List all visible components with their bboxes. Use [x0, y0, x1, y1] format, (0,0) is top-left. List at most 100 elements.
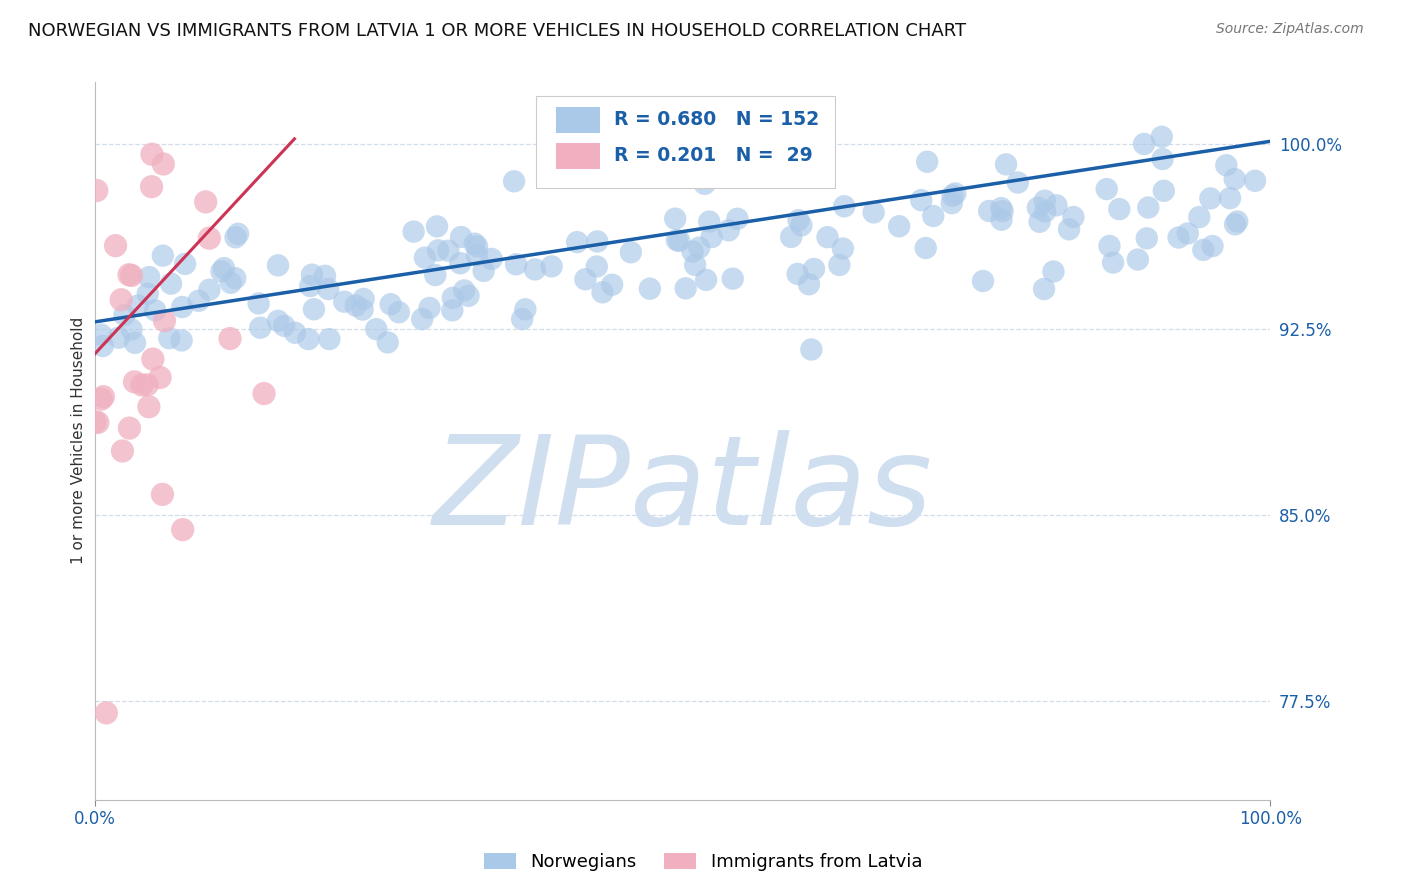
Point: [333, 294, 356, 309]
Point: [267, 314, 290, 328]
Point: [318, 332, 340, 346]
Point: [172, 300, 194, 314]
Point: [153, 313, 176, 327]
Point: [418, 301, 440, 315]
Point: [138, 270, 160, 285]
Point: [160, 277, 183, 291]
FancyBboxPatch shape: [555, 143, 600, 169]
Point: [174, 257, 197, 271]
Point: [426, 219, 449, 234]
Point: [914, 241, 936, 255]
Point: [209, 264, 232, 278]
Point: [194, 194, 217, 209]
Point: [481, 252, 503, 266]
Point: [121, 268, 143, 283]
Point: [744, 124, 766, 138]
Point: [787, 213, 810, 227]
Point: [86, 184, 108, 198]
Point: [299, 279, 322, 293]
Point: [142, 352, 165, 367]
Point: [124, 375, 146, 389]
Point: [990, 212, 1012, 227]
Point: [1188, 210, 1211, 224]
Point: [540, 260, 562, 274]
Point: [600, 277, 623, 292]
Point: [136, 377, 159, 392]
Point: [1126, 252, 1149, 267]
Point: [1226, 214, 1249, 228]
Point: [1167, 230, 1189, 244]
FancyBboxPatch shape: [536, 96, 835, 188]
Point: [104, 238, 127, 252]
Point: [314, 268, 336, 283]
Point: [979, 204, 1001, 219]
Point: [828, 258, 851, 272]
Point: [515, 302, 537, 317]
Point: [131, 378, 153, 392]
Point: [592, 285, 614, 300]
Point: [247, 296, 270, 310]
Point: [943, 186, 966, 201]
Point: [249, 320, 271, 334]
Point: [1007, 176, 1029, 190]
Point: [990, 201, 1012, 215]
Point: [427, 244, 450, 258]
Point: [143, 303, 166, 318]
Point: [124, 335, 146, 350]
Point: [450, 230, 472, 244]
Point: [141, 147, 163, 161]
Point: [366, 322, 388, 336]
Point: [353, 292, 375, 306]
Point: [1150, 129, 1173, 144]
Point: [352, 302, 374, 317]
Point: [915, 154, 938, 169]
Point: [91, 339, 114, 353]
Point: [114, 308, 136, 322]
Text: R = 0.201   N =  29: R = 0.201 N = 29: [614, 146, 813, 165]
Point: [121, 322, 143, 336]
Point: [682, 244, 704, 259]
Point: [441, 303, 464, 318]
Point: [302, 302, 325, 317]
Point: [457, 289, 479, 303]
Point: [212, 261, 235, 276]
Point: [377, 335, 399, 350]
Point: [941, 196, 963, 211]
Point: [1223, 172, 1246, 186]
Point: [141, 179, 163, 194]
Point: [84, 415, 107, 429]
Point: [138, 400, 160, 414]
Point: [664, 211, 686, 226]
Point: [889, 219, 911, 234]
Y-axis label: 1 or more Vehicles in Household: 1 or more Vehicles in Household: [72, 317, 86, 565]
Point: [301, 268, 323, 282]
Point: [972, 274, 994, 288]
Point: [449, 256, 471, 270]
Point: [786, 267, 808, 281]
Point: [1102, 255, 1125, 269]
Point: [1033, 204, 1056, 219]
Point: [413, 251, 436, 265]
Point: [253, 386, 276, 401]
Point: [790, 219, 813, 233]
Text: NORWEGIAN VS IMMIGRANTS FROM LATVIA 1 OR MORE VEHICLES IN HOUSEHOLD CORRELATION : NORWEGIAN VS IMMIGRANTS FROM LATVIA 1 OR…: [28, 22, 966, 40]
Point: [524, 262, 547, 277]
Point: [1028, 215, 1050, 229]
Point: [797, 277, 820, 292]
Point: [284, 326, 307, 340]
Point: [1215, 158, 1237, 172]
Point: [725, 211, 748, 226]
Point: [1199, 191, 1222, 205]
Point: [700, 230, 723, 244]
Point: [991, 204, 1014, 219]
Point: [1095, 182, 1118, 196]
Point: [995, 157, 1018, 171]
Point: [273, 318, 295, 333]
Point: [1133, 136, 1156, 151]
Point: [316, 282, 339, 296]
Point: [127, 299, 149, 313]
Point: [693, 177, 716, 191]
Point: [110, 293, 132, 307]
Point: [219, 332, 242, 346]
Point: [411, 312, 433, 326]
